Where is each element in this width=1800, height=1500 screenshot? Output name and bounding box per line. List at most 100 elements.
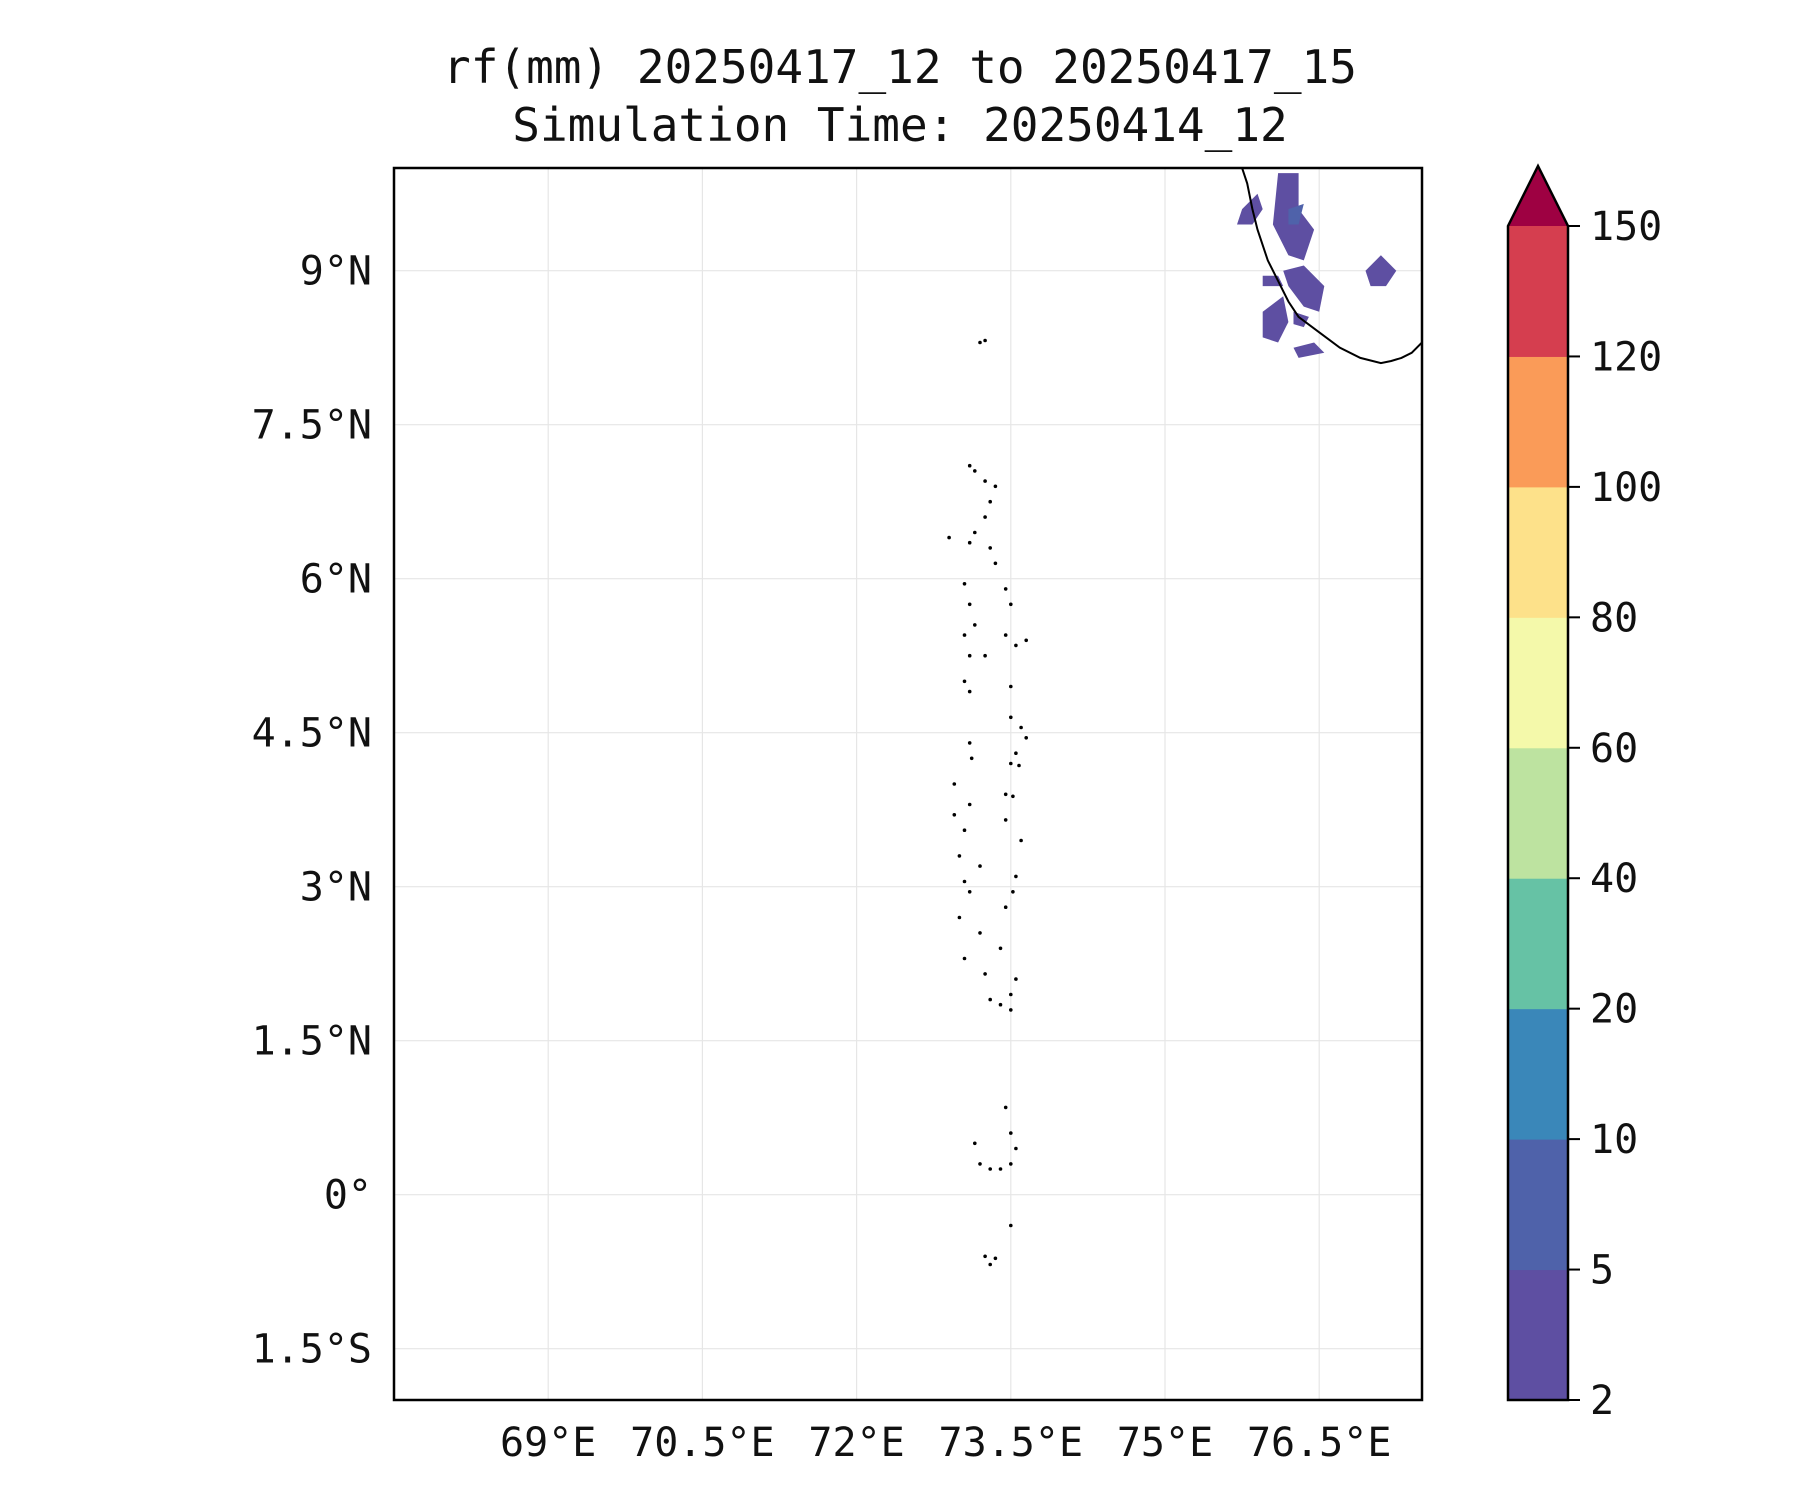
y-tick-label: 9°N [300, 249, 372, 295]
island-dot [988, 997, 992, 1002]
india-coastline [1241, 168, 1422, 365]
island-dot [1003, 633, 1008, 637]
y-tick-label: 6°N [300, 557, 372, 603]
colorbar-tick-label: 150 [1590, 204, 1662, 250]
island-dot [1014, 643, 1018, 648]
island-dot [973, 469, 977, 473]
island-dot [967, 540, 972, 545]
island-dot [1024, 736, 1028, 740]
colorbar-tick-label: 120 [1590, 334, 1662, 380]
island-dot [978, 1162, 982, 1166]
island-dot [1014, 1146, 1018, 1151]
colorbar-tick-label: 100 [1590, 465, 1662, 511]
colorbar-tick-label: 40 [1590, 856, 1638, 902]
colorbar-segment [1508, 1139, 1568, 1271]
island-dot [1003, 905, 1008, 909]
island-dot [988, 546, 992, 550]
maldives-islands [947, 338, 1028, 1267]
island-dot [988, 1167, 992, 1171]
island-dot [1009, 715, 1013, 720]
colorbar-segment [1508, 356, 1568, 488]
island-dot [962, 879, 967, 884]
island-dot [983, 479, 987, 483]
colorbar-segment [1508, 747, 1568, 879]
island-dot [967, 653, 972, 658]
colorbar-segment [1508, 617, 1568, 749]
island-dot [967, 602, 972, 607]
colorbar-tick-label: 80 [1590, 595, 1638, 641]
island-dot [993, 1256, 998, 1261]
rain-patch-7 [1293, 342, 1325, 358]
title-line-2: Simulation Time: 20250414_12 [512, 98, 1288, 152]
island-dot [1009, 992, 1013, 997]
island-dot [957, 854, 962, 858]
y-tick-label: 1.5°S [252, 1327, 372, 1373]
rainfall-patches [1237, 173, 1397, 358]
island-dot [993, 484, 998, 489]
island-dot [947, 535, 951, 540]
island-dot [1009, 1131, 1013, 1135]
island-dot [952, 782, 957, 786]
island-dot [978, 864, 982, 868]
colorbar-tick-label: 10 [1590, 1117, 1638, 1163]
island-dot [998, 1002, 1003, 1007]
x-tick-label: 76.5°E [1247, 1420, 1392, 1466]
island-dot [962, 582, 967, 586]
island-dot [1011, 794, 1015, 799]
island-dot [1019, 838, 1023, 843]
rain-patch-0 [1237, 193, 1263, 225]
island-dot [957, 915, 962, 920]
colorbar-outline [1506, 163, 1570, 1402]
colorbar-tick-label: 20 [1590, 987, 1638, 1033]
island-dot [983, 653, 987, 658]
rain-patch-5 [1262, 296, 1289, 343]
island-dot [1017, 763, 1021, 768]
island-dot [1024, 638, 1028, 643]
y-tick-label: 7.5°N [252, 403, 372, 449]
island-dot [983, 1254, 987, 1259]
island-dot [1009, 684, 1013, 689]
island-dot [1009, 602, 1013, 607]
rain-patch-2 [1288, 203, 1304, 225]
x-tick-label: 73.5°E [939, 1420, 1084, 1466]
island-dot [1014, 874, 1018, 879]
island-dot [983, 972, 987, 976]
island-dot [998, 946, 1003, 951]
island-dot [962, 633, 967, 637]
island-dot [962, 679, 967, 684]
island-dot [1019, 725, 1023, 730]
island-dot [978, 340, 982, 345]
island-dot [988, 499, 992, 504]
rain-patch-3 [1283, 265, 1325, 312]
colorbar-tick-label: 60 [1590, 726, 1638, 772]
colorbar: 2 5 10 20 40 60 80 100 120 150 [1506, 163, 1662, 1424]
x-axis-ticks: 69°E 70.5°E 72°E 73.5°E 75°E 76.5°E [500, 1420, 1391, 1466]
island-dot [967, 741, 972, 745]
x-tick-label: 75°E [1117, 1420, 1213, 1466]
y-tick-label: 1.5°N [252, 1019, 372, 1065]
island-dot [967, 802, 972, 807]
y-tick-label: 0° [324, 1173, 372, 1219]
island-dot [983, 338, 987, 343]
rain-patch-8 [1365, 255, 1397, 287]
island-dot [952, 813, 957, 817]
island-dot [1003, 792, 1008, 797]
island-dot [962, 956, 967, 961]
x-tick-label: 70.5°E [630, 1420, 775, 1466]
island-dot [988, 1262, 992, 1267]
coastline [1241, 168, 1422, 365]
island-dot [1009, 1008, 1013, 1012]
island-dot [969, 756, 974, 761]
island-dot [973, 530, 977, 535]
island-dot [973, 1141, 977, 1146]
colorbar-tick-label: 5 [1590, 1248, 1614, 1294]
island-dot [967, 689, 972, 694]
island-dot [1003, 818, 1008, 822]
island-dot [967, 463, 972, 468]
island-dot [978, 931, 982, 935]
map-frame [392, 166, 1424, 1402]
colorbar-tick-label: 2 [1590, 1378, 1614, 1424]
map-layer [947, 168, 1422, 1267]
colorbar-segment [1508, 878, 1568, 1010]
rain-patch-4 [1262, 275, 1284, 287]
